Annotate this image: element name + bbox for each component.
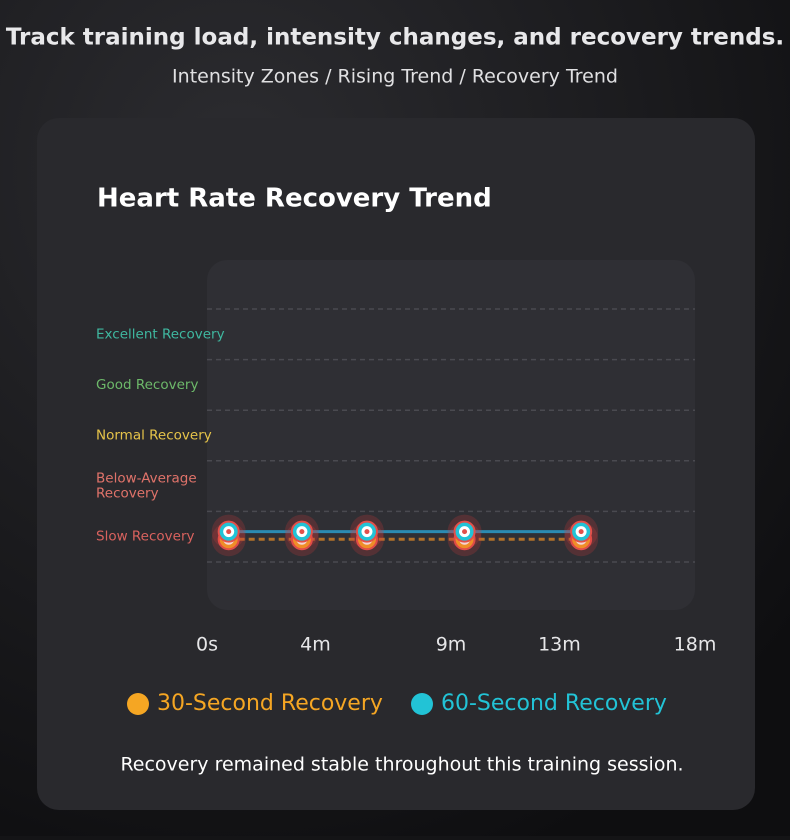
- zone-label: Below-Average Recovery: [96, 471, 197, 502]
- x-tick-label: 4m: [300, 634, 331, 656]
- note: Recovery remained stable throughout this…: [120, 754, 683, 776]
- zone-label: Good Recovery: [96, 377, 198, 393]
- zone-label: Slow Recovery: [96, 529, 195, 545]
- x-tick-label: 13m: [538, 634, 581, 656]
- plot-area: [207, 260, 695, 610]
- header-subtitle: Intensity Zones / Rising Trend / Recover…: [172, 66, 618, 88]
- legend-swatch: [411, 693, 433, 715]
- zone-label: Normal Recovery: [96, 428, 212, 444]
- x-tick-label: 18m: [674, 634, 717, 656]
- point-dot: [364, 529, 370, 535]
- legend-label: 30-Second Recovery: [157, 691, 383, 716]
- x-tick-label: 0s: [196, 634, 218, 656]
- x-tick-label: 9m: [436, 634, 467, 656]
- point-dot: [226, 529, 232, 535]
- point-dot: [299, 529, 305, 535]
- legend-label: 60-Second Recovery: [441, 691, 667, 716]
- point-dot: [578, 529, 584, 535]
- header-title: Track training load, intensity changes, …: [6, 25, 784, 51]
- point-dot: [462, 529, 468, 535]
- legend-swatch: [127, 693, 149, 715]
- zone-label: Excellent Recovery: [96, 326, 225, 342]
- chart-title: Heart Rate Recovery Trend: [97, 184, 492, 214]
